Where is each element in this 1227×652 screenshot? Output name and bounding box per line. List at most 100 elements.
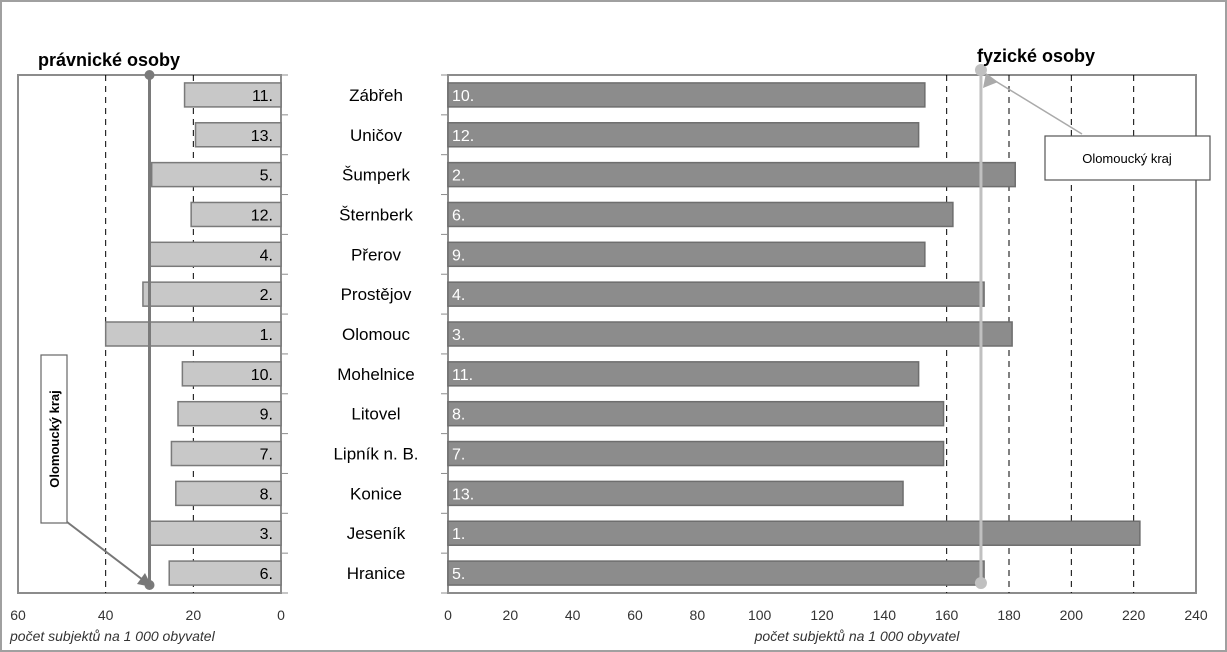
- left-bar-rank-label: 13.: [251, 128, 273, 145]
- category-label: Hranice: [347, 564, 406, 583]
- left-x-ticks: 0 20 40 60: [10, 607, 285, 623]
- left-reference-line: [144, 70, 155, 590]
- category-label: Šternberk: [339, 205, 413, 224]
- right-chart: 10. 12. 2. 6. 9. 4. 3. 11. 8. 7. 13. 1. 5. 0 20 40 60 80…: [441, 46, 1211, 644]
- left-bar: [177, 400, 282, 427]
- right-x-tick-label: 140: [873, 607, 897, 623]
- right-reference-marker-bottom: [974, 577, 987, 589]
- right-bar-rank-label: 12.: [452, 128, 474, 145]
- category-label: Olomouc: [342, 325, 411, 344]
- left-x-tick-label: 20: [186, 607, 202, 623]
- left-reference-callout: Olomoucký kraj: [40, 354, 152, 587]
- right-bar-rank-label: 1.: [452, 526, 465, 543]
- left-bar-rank-label: 5.: [260, 168, 273, 185]
- right-bar-rank-label: 5.: [452, 566, 465, 583]
- right-bar-rank-label: 13.: [452, 486, 474, 503]
- left-bar: [142, 281, 282, 307]
- right-x-tick-label: 40: [565, 607, 581, 623]
- left-bar-rank-label: 12.: [251, 207, 273, 224]
- right-bar: [447, 560, 985, 586]
- right-bar-rank-label: 10.: [452, 88, 474, 105]
- left-x-tick-label: 60: [10, 607, 26, 623]
- right-bar-rank-label: 9.: [452, 247, 465, 264]
- right-x-tick-label: 200: [1060, 607, 1084, 623]
- right-x-tick-label: 180: [997, 607, 1021, 623]
- left-bar-rank-label: 10.: [251, 367, 273, 384]
- left-bar: [194, 122, 282, 148]
- right-bar: [447, 480, 904, 507]
- right-bar: [447, 82, 926, 108]
- right-bar-rank-label: 11.: [452, 367, 473, 384]
- category-label: Šumperk: [342, 166, 411, 185]
- right-reference-label: Olomoucký kraj: [1082, 151, 1172, 166]
- right-x-tick-label: 0: [444, 607, 452, 623]
- left-bar: [170, 440, 282, 467]
- left-x-axis-label: počet subjektů na 1 000 obyvatel: [9, 628, 216, 644]
- right-x-ticks: 0 20 40 60 80 100 120 140 160 180 200 220 240: [444, 607, 1208, 623]
- category-label: Litovel: [351, 405, 400, 424]
- left-bar-rank-label: 6.: [260, 566, 273, 583]
- right-bars: 10. 12. 2. 6. 9. 4. 3. 11. 8. 7. 13. 1. 5.: [441, 74, 1141, 594]
- left-bar-rank-label: 2.: [260, 287, 273, 304]
- right-x-tick-label: 100: [748, 607, 772, 623]
- category-label: Zábřeh: [349, 86, 403, 105]
- category-label: Prostějov: [341, 285, 412, 304]
- right-x-tick-label: 220: [1122, 607, 1146, 623]
- category-label: Uničov: [350, 126, 402, 145]
- right-bar: [447, 201, 954, 228]
- left-bar-rank-label: 7.: [260, 447, 273, 464]
- left-bar-rank-label: 4.: [260, 247, 273, 264]
- right-bar: [447, 241, 926, 268]
- category-labels: Zábřeh Uničov Šumperk Šternberk Přerov Prostě…: [333, 86, 418, 583]
- right-bar: [447, 440, 945, 467]
- right-x-tick-label: 120: [810, 607, 834, 623]
- category-label: Přerov: [351, 245, 402, 264]
- left-reference-marker-top: [144, 70, 155, 80]
- left-bar: [168, 560, 282, 586]
- right-bar: [447, 520, 1141, 546]
- left-bar-rank-label: 11.: [252, 88, 273, 105]
- right-x-axis-label: počet subjektů na 1 000 obyvatel: [754, 628, 961, 644]
- category-label: Mohelnice: [337, 365, 415, 384]
- right-bar: [447, 321, 1013, 347]
- right-bar: [447, 161, 1016, 188]
- right-bar: [447, 361, 920, 387]
- right-reference-line: [974, 64, 987, 589]
- left-bar-rank-label: 9.: [260, 407, 273, 424]
- right-x-tick-label: 160: [935, 607, 959, 623]
- left-bar: [190, 201, 282, 228]
- right-bar-rank-label: 4.: [452, 287, 465, 304]
- left-x-tick-label: 0: [277, 607, 285, 623]
- right-bar: [447, 281, 985, 307]
- right-bar-rank-label: 3.: [452, 327, 465, 344]
- left-bar: [175, 480, 282, 507]
- left-bar: [183, 82, 282, 108]
- right-bar: [447, 400, 945, 427]
- left-chart-title: právnické osoby: [38, 50, 180, 70]
- right-bar-rank-label: 7.: [452, 447, 465, 464]
- left-bar: [148, 520, 282, 546]
- right-bar-rank-label: 6.: [452, 207, 465, 224]
- right-x-tick-label: 80: [690, 607, 706, 623]
- right-reference-marker-top: [974, 64, 987, 76]
- category-label: Lipník n. B.: [333, 445, 418, 464]
- left-bars: 11. 13. 5. 12. 4. 2. 1. 10. 9. 7. 8. 3. 6.: [104, 74, 288, 594]
- left-bar: [181, 361, 282, 387]
- category-label: Konice: [350, 484, 402, 503]
- right-bar-rank-label: 2.: [452, 168, 465, 185]
- right-bar: [447, 122, 920, 148]
- right-x-tick-label: 240: [1184, 607, 1208, 623]
- left-bar-rank-label: 8.: [260, 486, 273, 503]
- left-chart: 11. 13. 5. 12. 4. 2. 1. 10. 9. 7. 8. 3. 6. 0 20 40 60 p…: [9, 50, 288, 644]
- right-chart-title: fyzické osoby: [977, 46, 1095, 66]
- left-bar: [150, 161, 282, 188]
- right-bar-rank-label: 8.: [452, 407, 465, 424]
- left-reference-label: Olomoucký kraj: [47, 390, 62, 488]
- right-x-tick-label: 20: [503, 607, 519, 623]
- left-bar: [148, 241, 282, 268]
- left-bar-rank-label: 1.: [260, 327, 273, 344]
- left-bar: [104, 321, 282, 347]
- left-bar-rank-label: 3.: [260, 526, 273, 543]
- category-label: Jeseník: [347, 524, 406, 543]
